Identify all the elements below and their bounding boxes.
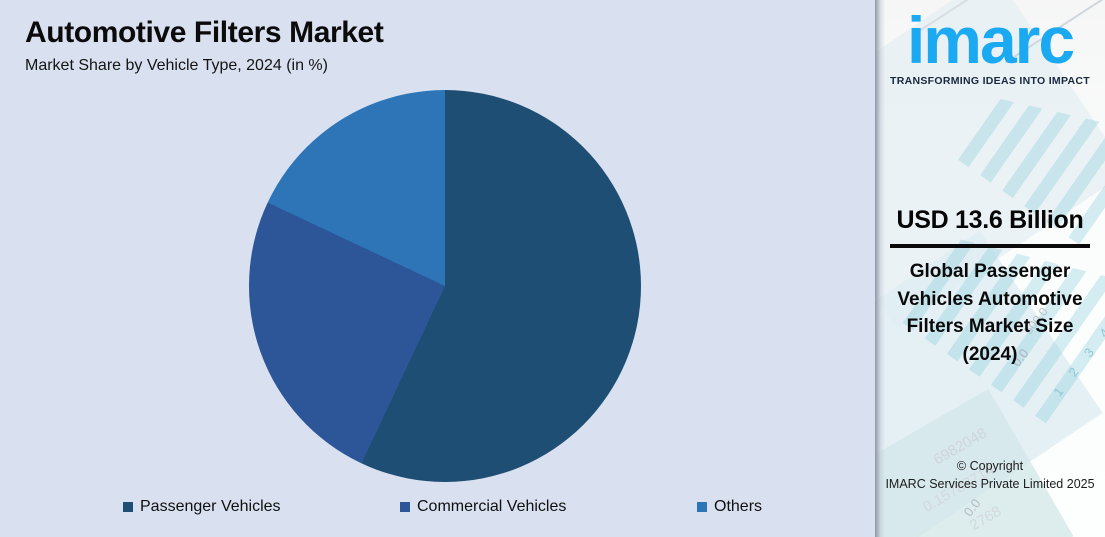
legend-item-commercial-vehicles: Commercial Vehicles	[400, 497, 566, 516]
copyright-line1: © Copyright	[956, 458, 1024, 473]
chart-title: Automotive Filters Market	[25, 16, 384, 49]
copyright: © Copyright IMARC Services Private Limit…	[875, 457, 1105, 493]
metric-value: USD 13.6 Billion	[896, 206, 1084, 234]
sidebar: 0.0 500.0 1 2 3 4 0.0 6982048 0.15783714…	[875, 0, 1105, 537]
legend-label: Others	[714, 498, 763, 515]
legend-item-passenger-vehicles: Passenger Vehicles	[123, 497, 281, 516]
pie-chart	[249, 90, 641, 482]
metric-description: Global Passenger Vehicles Automotive Fil…	[897, 261, 1083, 365]
legend-label: Passenger Vehicles	[140, 498, 281, 515]
legend-color-swatch	[123, 501, 133, 512]
watermark-number: 2768	[966, 502, 1005, 535]
imarc-logo: imarc TRANSFORMING IDEAS INTO IMPACT	[875, 3, 1105, 88]
copyright-line2: IMARC Services Private Limited 2025	[885, 476, 1095, 491]
metric-callout: USD 13.6 Billion Global Passenger Vehicl…	[887, 206, 1093, 368]
watermark-axis-label: 0.0	[960, 495, 984, 520]
legend-color-swatch	[697, 501, 707, 512]
chart-panel: Automotive Filters Market Market Share b…	[25, 16, 762, 516]
imarc-logo-text: imarc	[906, 3, 1075, 77]
metric-divider	[890, 244, 1090, 248]
legend-color-swatch	[400, 501, 410, 512]
legend-label: Commercial Vehicles	[417, 498, 567, 515]
chart-subtitle: Market Share by Vehicle Type, 2024 (in %…	[25, 57, 328, 74]
imarc-logo-tagline: TRANSFORMING IDEAS INTO IMPACT	[890, 75, 1090, 88]
legend-item-others: Others	[697, 497, 762, 516]
